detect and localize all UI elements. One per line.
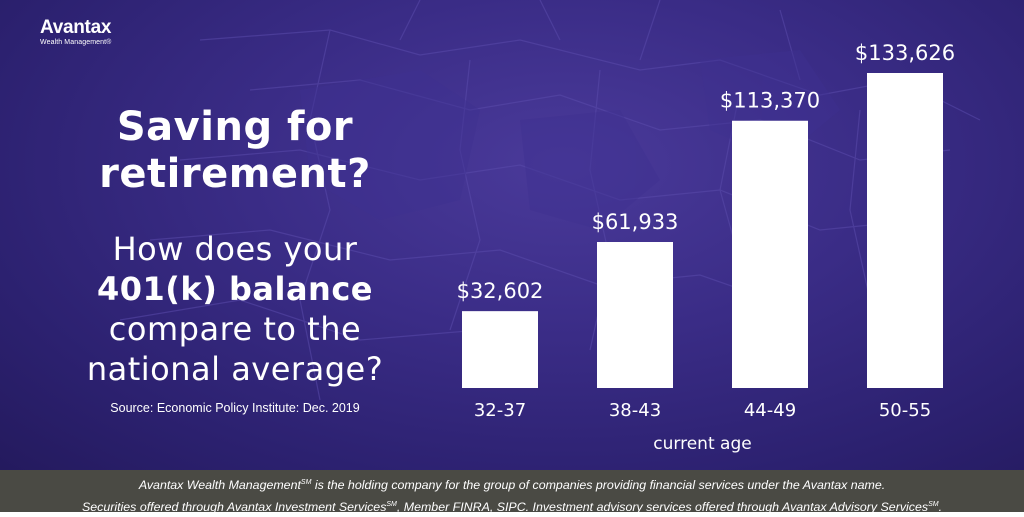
x-tick-label: 50-55 xyxy=(879,400,931,421)
question-line-4: national average? xyxy=(86,350,384,388)
disclaimer-text: . xyxy=(938,500,943,514)
disclaimer-line-1: Avantax Wealth ManagementSM is the holdi… xyxy=(0,473,1024,495)
bar-chart: $32,602 32-37 $61,933 38-43 $113,370 44-49 $13… xyxy=(0,0,1024,470)
disclaimer-text: Avantax Wealth Management xyxy=(138,478,301,492)
headline: Saving for retirement? xyxy=(99,104,371,197)
question-line-3: compare to the xyxy=(108,310,362,348)
us-map-illustration xyxy=(119,0,981,401)
service-mark: SM xyxy=(386,501,397,508)
bar-50-55 xyxy=(867,73,943,388)
question-line-2: 401(k) balance xyxy=(97,270,373,308)
brand-subtitle: Wealth Management® xyxy=(40,39,112,46)
bar-44-49 xyxy=(732,120,808,388)
service-mark: SM xyxy=(928,501,939,508)
x-tick-label: 38-43 xyxy=(609,400,661,421)
disclaimer-text: , Member FINRA, SIPC. Investment advisor… xyxy=(396,500,929,514)
x-axis-label: current age xyxy=(653,434,751,454)
disclaimer-text: Securities offered through Avantax Inves… xyxy=(81,500,387,514)
x-tick-label: 44-49 xyxy=(744,400,796,421)
brand-logo: Avantax Wealth Management® xyxy=(40,17,112,47)
brand-name: Avantax xyxy=(40,17,112,38)
disclaimer-line-2: Securities offered through Avantax Inves… xyxy=(0,495,1024,517)
bar-value-label: $113,370 xyxy=(720,89,820,113)
bar-38-43 xyxy=(597,242,673,388)
disclaimer-text: is the holding company for the group of … xyxy=(311,478,886,492)
disclaimer-footer: Avantax Wealth ManagementSM is the holdi… xyxy=(0,470,1024,514)
x-tick-label: 32-37 xyxy=(474,400,526,421)
map-background xyxy=(0,0,1024,470)
bar-value-label: $32,602 xyxy=(457,279,544,303)
service-mark: SM xyxy=(300,479,312,486)
bar-value-label: $133,626 xyxy=(855,41,955,65)
bar-32-37 xyxy=(462,311,538,388)
question-line-1: How does your xyxy=(112,230,358,268)
question-text: How does your 401(k) balance compare to … xyxy=(60,229,410,389)
source-note: Source: Economic Policy Institute: Dec. … xyxy=(110,401,360,415)
bar-value-label: $61,933 xyxy=(592,210,679,234)
